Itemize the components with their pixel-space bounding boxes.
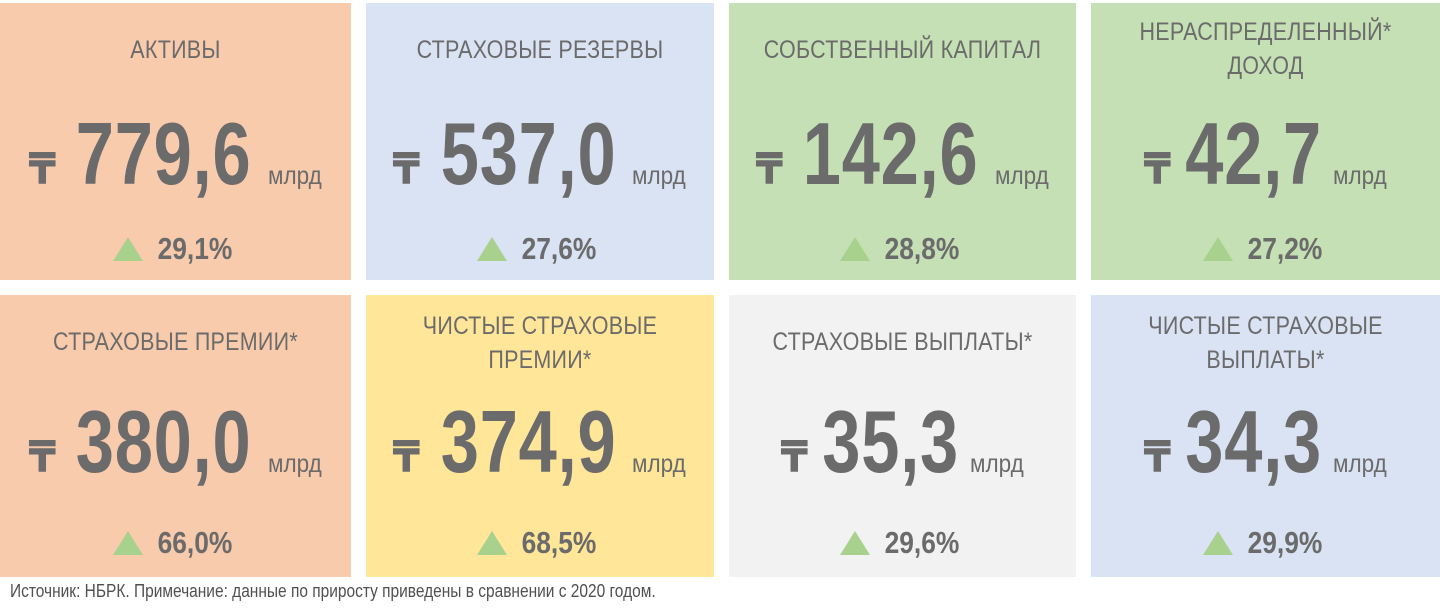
tile-unit: млрд — [1332, 162, 1387, 190]
tile-change-row: 27,2% — [1091, 231, 1440, 267]
tile-change: 29,1% — [157, 231, 232, 266]
tile-value-row: ₸ 374,9 млрд — [366, 391, 714, 493]
triangle-up-icon — [112, 237, 143, 261]
tile-value: 142,6 — [803, 104, 979, 203]
tile-change: 66,0% — [157, 525, 232, 560]
tile-unit: млрд — [969, 450, 1024, 478]
triangle-up-icon — [839, 237, 870, 261]
tile-title: СТРАХОВЫЕ ВЫПЛАТЫ* — [772, 328, 1033, 356]
tile-value: 779,6 — [76, 104, 252, 203]
tile-change-row: 27,6% — [366, 231, 714, 267]
tile-unit: млрд — [267, 162, 322, 190]
tile-value: 42,7 — [1185, 104, 1323, 203]
tile-value-row: ₸ 34,3 млрд — [1091, 391, 1440, 493]
tile-change: 29,9% — [1247, 525, 1322, 560]
tile-title: АКТИВЫ — [130, 36, 221, 64]
tenge-icon: ₸ — [780, 433, 808, 482]
tile-value-row: ₸ 537,0 млрд — [366, 103, 714, 205]
tile-value: 374,9 — [440, 392, 617, 491]
tile-unit: млрд — [994, 162, 1049, 190]
tile-net-insurance-premiums: ЧИСТЫЕ СТРАХОВЫЕ ПРЕМИИ* ₸ 374,9 млрд 68… — [366, 295, 714, 577]
tile-change: 27,6% — [521, 231, 597, 266]
tile-retained-earnings: НЕРАСПРЕДЕЛЕННЫЙ* ДОХОД ₸ 42,7 млрд 27,2… — [1091, 3, 1440, 280]
tile-insurance-payouts: СТРАХОВЫЕ ВЫПЛАТЫ* ₸ 35,3 млрд 29,6% — [729, 295, 1076, 577]
tile-unit: млрд — [1332, 450, 1387, 478]
tile-value: 537,0 — [440, 104, 617, 203]
tile-change-row: 68,5% — [366, 525, 714, 561]
tile-change-row: 28,8% — [729, 231, 1076, 267]
tile-change-row: 29,1% — [0, 231, 351, 267]
triangle-up-icon — [477, 237, 508, 261]
tile-assets: АКТИВЫ ₸ 779,6 млрд 29,1% — [0, 3, 351, 280]
triangle-up-icon — [1202, 531, 1233, 555]
tile-change: 28,8% — [884, 231, 959, 266]
tile-title: СТРАХОВЫЕ ПРЕМИИ* — [53, 328, 298, 356]
tile-change-row: 29,6% — [729, 525, 1076, 561]
tile-title: ЧИСТЫЕ СТРАХОВЫЕ ВЫПЛАТЫ* — [1148, 312, 1383, 374]
tile-value: 35,3 — [822, 392, 960, 491]
tile-title: НЕРАСПРЕДЕЛЕННЫЙ* ДОХОД — [1139, 18, 1392, 80]
tenge-icon: ₸ — [28, 433, 56, 482]
triangle-up-icon — [112, 531, 143, 555]
tile-change: 29,6% — [884, 525, 959, 560]
triangle-up-icon — [477, 531, 508, 555]
tenge-icon: ₸ — [392, 145, 421, 194]
tile-unit: млрд — [632, 450, 686, 478]
tenge-icon: ₸ — [1143, 145, 1171, 194]
triangle-up-icon — [839, 531, 870, 555]
tile-net-insurance-payouts: ЧИСТЫЕ СТРАХОВЫЕ ВЫПЛАТЫ* ₸ 34,3 млрд 29… — [1091, 295, 1440, 577]
tenge-icon: ₸ — [755, 145, 783, 194]
tile-unit: млрд — [267, 450, 322, 478]
tile-value: 380,0 — [76, 392, 252, 491]
tile-value: 34,3 — [1185, 392, 1323, 491]
tile-value-row: ₸ 142,6 млрд — [729, 103, 1076, 205]
tile-title: СТРАХОВЫЕ РЕЗЕРВЫ — [416, 36, 664, 64]
tile-value-row: ₸ 35,3 млрд — [729, 391, 1076, 493]
tile-change-row: 66,0% — [0, 525, 351, 561]
tile-value-row: ₸ 42,7 млрд — [1091, 103, 1440, 205]
tenge-icon: ₸ — [28, 145, 56, 194]
tile-title: ЧИСТЫЕ СТРАХОВЫЕ ПРЕМИИ* — [422, 312, 658, 374]
tile-insurance-premiums: СТРАХОВЫЕ ПРЕМИИ* ₸ 380,0 млрд 66,0% — [0, 295, 351, 577]
tile-change: 27,2% — [1247, 231, 1322, 266]
tile-value-row: ₸ 380,0 млрд — [0, 391, 351, 493]
tile-title: СОБСТВЕННЫЙ КАПИТАЛ — [763, 36, 1042, 64]
tenge-icon: ₸ — [1143, 433, 1171, 482]
tile-insurance-reserves: СТРАХОВЫЕ РЕЗЕРВЫ ₸ 537,0 млрд 27,6% — [366, 3, 714, 280]
tenge-icon: ₸ — [392, 433, 421, 482]
tile-change-row: 29,9% — [1091, 525, 1440, 561]
footnote: Источник: НБРК. Примечание: данные по пр… — [10, 581, 656, 601]
triangle-up-icon — [1202, 237, 1233, 261]
tile-value-row: ₸ 779,6 млрд — [0, 103, 351, 205]
tile-change: 68,5% — [521, 525, 597, 560]
tile-unit: млрд — [632, 162, 686, 190]
tile-equity: СОБСТВЕННЫЙ КАПИТАЛ ₸ 142,6 млрд 28,8% — [729, 3, 1076, 280]
